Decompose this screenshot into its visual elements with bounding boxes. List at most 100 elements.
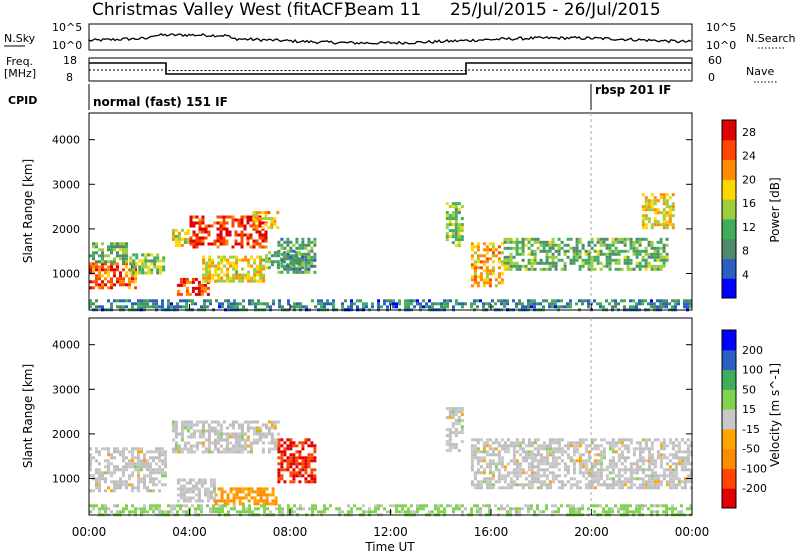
heatmap-cell xyxy=(575,237,579,241)
heatmap-cell xyxy=(116,268,119,272)
heatmap-cell xyxy=(518,302,521,306)
heatmap-cell xyxy=(557,507,560,511)
heatmap-cell xyxy=(292,270,296,274)
heatmap-cell xyxy=(217,279,221,283)
heatmap-cell xyxy=(677,480,681,484)
heatmap-cell xyxy=(671,193,675,197)
heatmap-cell xyxy=(451,422,455,426)
heatmap-cell xyxy=(101,283,104,287)
noise-right-tick-bottom: 10^0 xyxy=(706,39,736,52)
heatmap-cell xyxy=(644,223,648,227)
heatmap-cell xyxy=(494,254,498,258)
heatmap-cell xyxy=(539,243,543,247)
heatmap-cell xyxy=(104,283,107,287)
heatmap-cell xyxy=(258,230,262,234)
heatmap-cell xyxy=(457,431,461,435)
heatmap-cell xyxy=(208,267,212,271)
heatmap-cell xyxy=(307,237,311,241)
heatmap-cell xyxy=(620,462,624,466)
heatmap-cell xyxy=(244,276,248,280)
heatmap-cell xyxy=(206,305,209,309)
heatmap-cell xyxy=(638,459,642,463)
heatmap-cell xyxy=(259,264,263,268)
heatmap-cell xyxy=(473,260,477,264)
heatmap-cell xyxy=(95,486,98,490)
heatmap-cell xyxy=(527,246,531,250)
heatmap-cell xyxy=(128,277,131,281)
power-colorbar-label: Power [dB] xyxy=(768,177,782,242)
heatmap-cell xyxy=(635,447,639,451)
heatmap-cell xyxy=(310,477,314,481)
heatmap-cell xyxy=(557,462,561,466)
heatmap-cell xyxy=(92,265,95,269)
heatmap-cell xyxy=(227,305,230,309)
heatmap-cell xyxy=(252,226,256,230)
heatmap-cell xyxy=(125,299,128,303)
heatmap-cell xyxy=(587,252,591,256)
heatmap-cell xyxy=(587,258,591,262)
heatmap-cell xyxy=(608,477,612,481)
heatmap-cell xyxy=(122,507,125,511)
noise-trace xyxy=(88,32,692,45)
heatmap-cell xyxy=(176,487,180,491)
cpid-label: CPID xyxy=(8,94,37,107)
heatmap-cell xyxy=(650,459,654,463)
heatmap-cell xyxy=(258,217,262,221)
heatmap-cell xyxy=(638,252,642,256)
heatmap-cell xyxy=(632,447,636,451)
heatmap-cell xyxy=(212,487,216,491)
heatmap-cell xyxy=(228,450,232,454)
heatmap-cell xyxy=(584,477,588,481)
heatmap-cell xyxy=(110,268,113,272)
heatmap-cell xyxy=(578,486,582,490)
heatmap-cell xyxy=(104,471,107,475)
heatmap-cell xyxy=(137,302,140,306)
heatmap-cell xyxy=(575,255,579,259)
heatmap-cell xyxy=(107,260,110,264)
heatmap-cell xyxy=(665,226,669,230)
heatmap-cell xyxy=(656,223,660,227)
heatmap-cell xyxy=(454,220,458,224)
heatmap-cell xyxy=(252,429,256,433)
heatmap-cell xyxy=(171,231,175,235)
heatmap-cell xyxy=(233,305,236,309)
heatmap-cell xyxy=(662,468,666,472)
heatmap-cell xyxy=(524,456,528,460)
heatmap-cell xyxy=(185,499,189,503)
heatmap-cell xyxy=(560,246,564,250)
heatmap-cell xyxy=(219,224,223,228)
heatmap-cell xyxy=(222,450,226,454)
heatmap-cell xyxy=(454,407,458,411)
colorbar-swatch xyxy=(722,448,736,469)
heatmap-cell xyxy=(554,504,557,508)
heatmap-cell xyxy=(200,305,203,309)
heatmap-cell xyxy=(107,447,110,451)
heatmap-cell xyxy=(195,215,199,219)
heatmap-cell xyxy=(212,484,216,488)
heatmap-cell xyxy=(177,243,181,247)
heatmap-cell xyxy=(233,507,236,511)
heatmap-cell xyxy=(668,453,672,457)
heatmap-cell xyxy=(200,484,204,488)
heatmap-cell xyxy=(191,478,195,482)
heatmap-cell xyxy=(289,447,293,451)
heatmap-cell xyxy=(186,240,190,244)
heatmap-cell xyxy=(680,465,684,469)
heatmap-cell xyxy=(572,246,576,250)
x-tick-label: 08:00 xyxy=(273,525,308,539)
heatmap-cell xyxy=(158,453,161,457)
heatmap-cell xyxy=(234,438,238,442)
heatmap-cell xyxy=(113,480,116,484)
heatmap-cell xyxy=(143,477,146,481)
heatmap-cell xyxy=(569,507,572,511)
heatmap-cell xyxy=(638,483,642,487)
heatmap-cell xyxy=(545,483,549,487)
heatmap-cell xyxy=(548,240,552,244)
heatmap-cell xyxy=(460,407,464,411)
heatmap-cell xyxy=(98,265,101,269)
heatmap-cell xyxy=(137,450,140,454)
heatmap-cell xyxy=(217,255,221,259)
heatmap-cell xyxy=(131,447,134,451)
heatmap-cell xyxy=(207,423,211,427)
